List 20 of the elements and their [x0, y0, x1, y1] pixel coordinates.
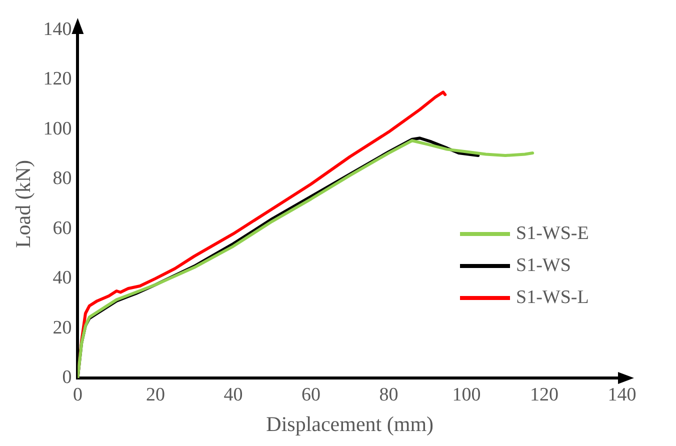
x-axis-title: Displacement (mm): [266, 412, 434, 436]
y-tick-label: 140: [43, 18, 72, 40]
legend-label: S1-WS-L: [516, 287, 589, 309]
x-tick-label: 140: [608, 384, 636, 406]
y-tick-label: 0: [62, 366, 72, 388]
x-tick-label: 120: [530, 384, 558, 406]
x-tick-label: 40: [224, 384, 243, 406]
x-tick-label: 60: [301, 384, 320, 406]
y-axis-title: Load (kN): [11, 160, 36, 248]
y-tick-label: 20: [52, 317, 72, 338]
x-tick-label: 20: [146, 384, 165, 406]
y-tick-label: 120: [43, 68, 72, 90]
y-tick-label: 60: [52, 218, 72, 239]
x-tick-label: 100: [452, 384, 481, 406]
x-tick-label: 80: [379, 384, 398, 406]
y-tick-label: 80: [52, 168, 72, 190]
legend-label: S1-WS: [516, 255, 571, 277]
y-tick-label: 40: [52, 268, 72, 289]
y-tick-label: 100: [43, 118, 72, 140]
legend-label: S1-WS-E: [516, 223, 589, 245]
